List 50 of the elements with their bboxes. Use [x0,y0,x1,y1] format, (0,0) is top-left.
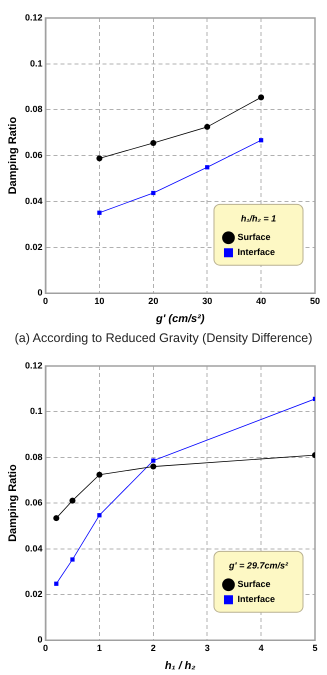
x-tick-label: 40 [256,296,266,306]
point [97,513,102,518]
y-tick-label: 0 [38,288,43,298]
y-tick-label: 0.04 [24,543,43,554]
x-tick-label: 10 [94,296,104,306]
y-tick-label: 0.06 [24,150,43,160]
point [96,155,102,162]
point [150,140,156,146]
x-tick-label: 20 [148,296,158,306]
x-tick-label: 1 [96,643,102,654]
y-tick-label: 0.06 [24,498,43,508]
legend-label: Surface [237,579,271,590]
point [97,210,102,215]
point [150,464,156,470]
legend-title: g' = 29.7cm/s² [228,560,289,570]
y-tick-label: 0.08 [24,104,43,114]
x-axis-title: g' (cm/s²) [155,313,205,325]
y-tick-label: 0.12 [24,12,43,22]
y-axis-title: Damping Ratio [7,464,19,542]
legend-title: h₁/h₂ = 1 [240,213,276,224]
y-tick-label: 0.1 [30,58,43,68]
x-tick-label: 50 [310,296,320,306]
point [151,458,156,463]
point [53,515,60,522]
point [204,124,210,130]
x-tick-label: 30 [202,296,212,306]
x-tick-label: 3 [204,643,210,654]
legend-label: Interface [237,247,276,258]
x-tick-label: 5 [312,643,318,654]
y-tick-label: 0.02 [24,242,43,252]
legend-label: Surface [237,232,271,242]
point [205,165,210,170]
y-tick-label: 0.1 [30,406,43,416]
point [69,498,76,504]
y-tick-label: 0.12 [24,360,43,370]
x-axis-title: h₁ / h₂ [164,660,196,672]
point [151,190,156,196]
text: (a) According to Reduced Gravity (Density Difference) [14,330,314,347]
y-tick-label: 0.08 [24,452,43,462]
y-tick-label: 0.02 [24,588,43,599]
x-tick-label: 2 [150,643,156,654]
legend-label: Interface [237,594,276,604]
x-tick-label: 4 [258,643,264,654]
y-axis-title: Damping Ratio [7,116,19,194]
y-tick-label: 0 [38,634,43,645]
point [258,94,264,100]
y-tick-label: 0.04 [24,196,43,206]
point [258,138,264,142]
point [54,582,58,586]
point [96,472,102,478]
